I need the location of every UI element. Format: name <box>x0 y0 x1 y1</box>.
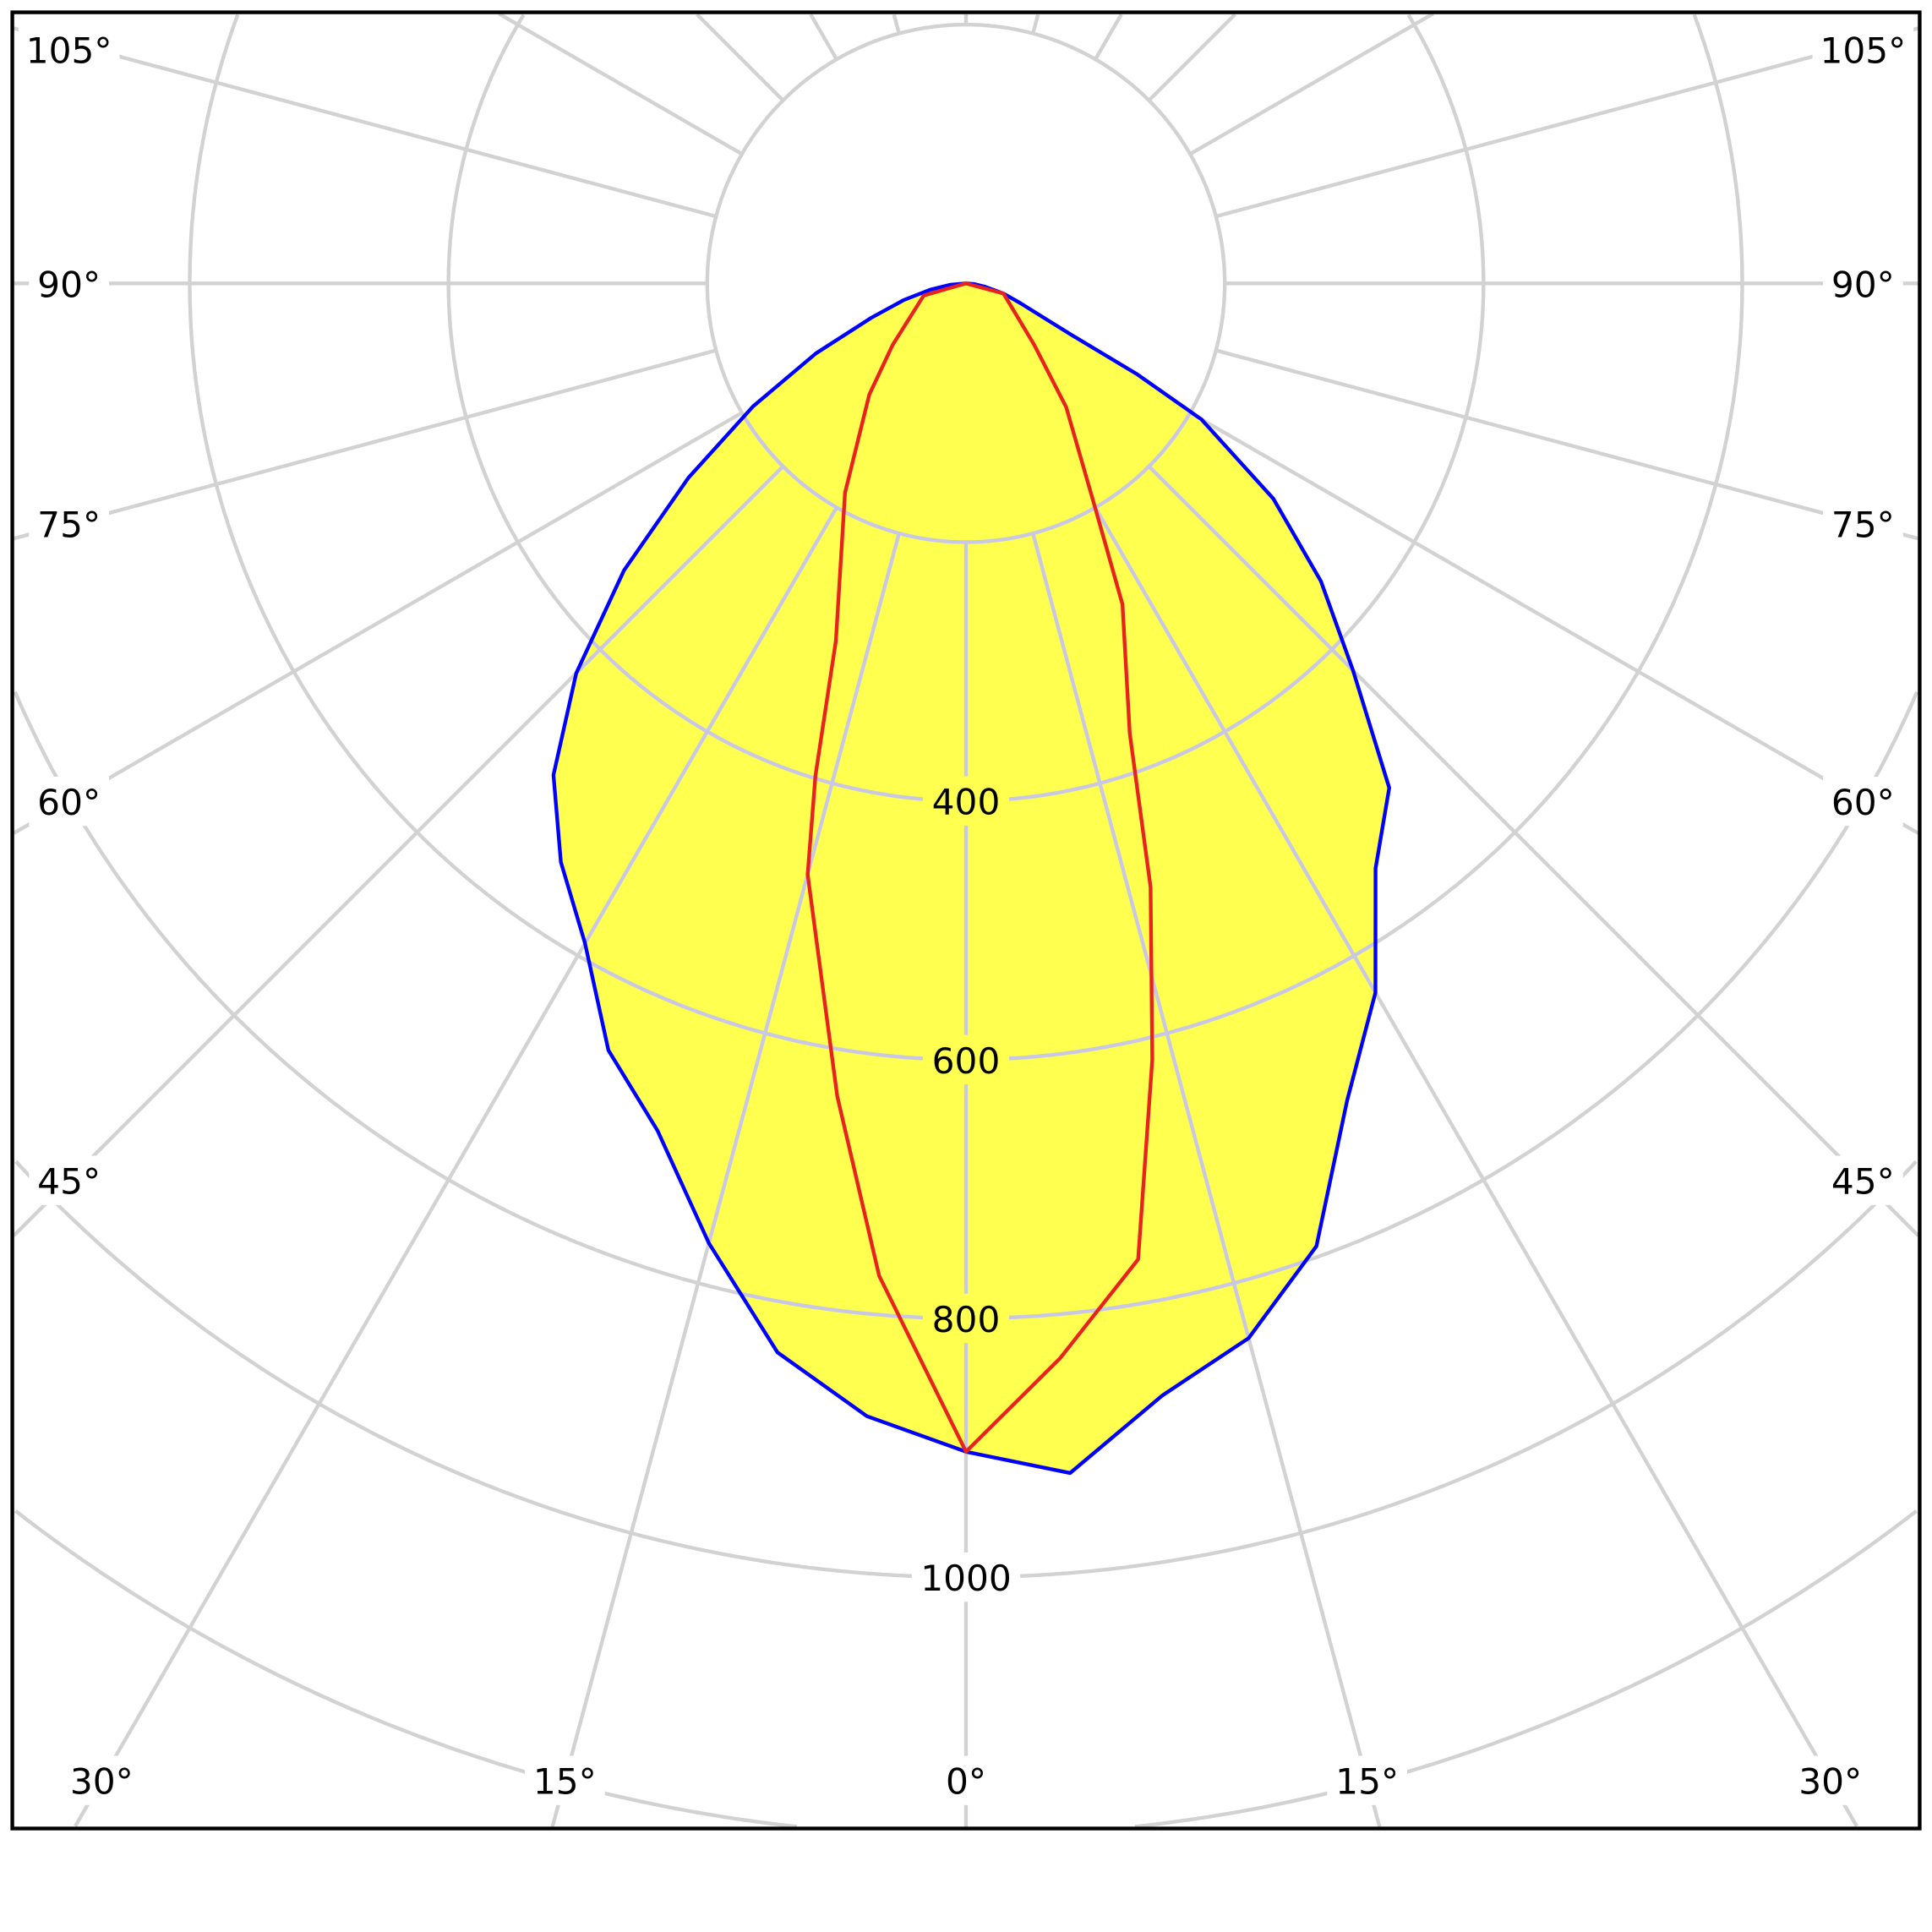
grid-spoke-r165 <box>1031 14 1040 35</box>
curves <box>551 281 1391 1476</box>
angle-tick-label: 60° <box>37 782 101 823</box>
angle-label-bg <box>29 259 110 308</box>
series-1-line <box>805 281 1154 1454</box>
grid-over-spoke-r30 <box>1094 506 1389 1473</box>
angle-tick-label: 60° <box>1831 782 1895 823</box>
grid-over-circle-400 <box>553 283 1389 803</box>
angle-label-bg <box>29 1155 110 1205</box>
curve-fills <box>553 283 1389 1473</box>
grid-spoke-l150 <box>809 14 838 61</box>
angle-label-bg <box>524 1755 605 1805</box>
angle-label-bg <box>18 25 120 74</box>
angle-tick-label: 30° <box>1798 1761 1862 1803</box>
labels: 400 600 800 1000 105° 90° 75° 60° 45° 105° 90° 75° 6… <box>18 25 1914 1805</box>
grid-spoke-l120 <box>498 12 743 156</box>
angle-label-bg <box>29 776 110 827</box>
radial-label-bg <box>922 1034 1010 1084</box>
grid-over-circle-600 <box>553 283 1389 1062</box>
grid-circle-1200 <box>14 1509 1918 1829</box>
angle-tick-label: 45° <box>37 1161 101 1203</box>
grid-over-spoke-r45 <box>1147 465 1389 1237</box>
angle-tick-label: 15° <box>1335 1761 1399 1803</box>
angle-label-bg <box>1327 1755 1408 1805</box>
angle-label-bg <box>61 1755 142 1805</box>
angle-tick-label: 105° <box>1820 30 1906 71</box>
angle-tick-label: 90° <box>1831 264 1895 305</box>
angle-tick-label: 0° <box>946 1761 986 1803</box>
grid-spoke-l75 <box>13 348 717 541</box>
plot-frame <box>10 10 1922 1831</box>
radial-label-bg <box>911 1552 1021 1602</box>
radial-tick-label: 800 <box>932 1299 1001 1340</box>
angle-label-bg <box>1822 499 1903 548</box>
grid-spoke-r120 <box>1189 12 1434 156</box>
grid-over-spoke-r15 <box>1031 532 1382 1473</box>
grid-spoke-r60 <box>1189 411 1920 835</box>
grid-spoke-l165 <box>892 14 901 35</box>
angle-tick-label: 30° <box>70 1761 134 1803</box>
radial-label-bg <box>922 776 1010 826</box>
angle-tick-label: 105° <box>26 30 112 71</box>
angle-label-bg <box>936 1755 996 1805</box>
grid-over-circle-800 <box>553 690 1389 1321</box>
radial-tick-label: 1000 <box>920 1558 1012 1599</box>
angle-label-bg <box>1822 776 1903 827</box>
grid-over-spoke-l30 <box>553 506 838 1473</box>
radial-label-bg <box>922 1293 1010 1344</box>
grid-spoke-r150 <box>1094 14 1123 61</box>
radial-tick-label: 400 <box>932 782 1001 823</box>
angle-tick-label: 90° <box>37 264 101 305</box>
grid-over-spoke-l45 <box>553 465 785 1237</box>
grid-spoke-l60 <box>12 411 743 835</box>
grid-over-spoke-l15 <box>553 532 901 1473</box>
angle-tick-label: 75° <box>37 505 101 546</box>
angle-label-bg <box>1812 25 1914 74</box>
angle-tick-label: 75° <box>1831 505 1895 546</box>
grid-spoke-r105 <box>1215 26 1919 219</box>
angle-label-bg <box>29 499 110 548</box>
grid-spoke-r135 <box>1147 13 1236 102</box>
grid-spoke-l135 <box>696 13 785 102</box>
angle-label-bg <box>1822 1155 1903 1205</box>
angle-label-bg <box>1822 259 1903 308</box>
series-0-fill <box>553 283 1389 1473</box>
angle-tick-label: 15° <box>533 1761 597 1803</box>
angle-label-bg <box>1790 1755 1871 1805</box>
grid-spoke-r75 <box>1215 348 1919 541</box>
grid-circle-1000 <box>14 1160 1918 1580</box>
radial-tick-label: 600 <box>932 1040 1001 1082</box>
grid-spoke-l105 <box>13 26 717 219</box>
angle-tick-label: 45° <box>1831 1161 1895 1203</box>
